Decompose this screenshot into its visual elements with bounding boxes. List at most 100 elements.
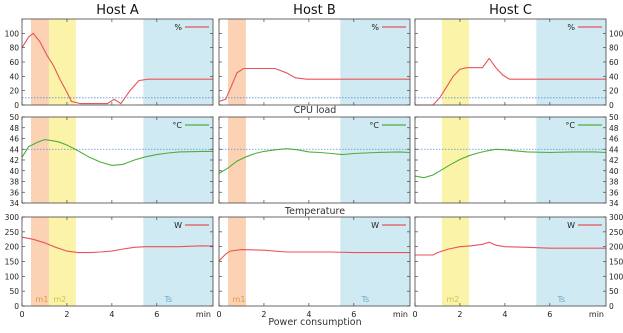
xtick-label-host-b-2: 2 [261,310,266,319]
ytick-label-left-temp-36: 36 [9,188,19,197]
ytick-label-left-power-200: 200 [5,243,20,252]
band-m2-host-c-cpu [441,19,469,105]
ytick-label-left-power-300: 300 [5,213,20,222]
host-title-host-c: Host C [489,3,532,18]
band-m2-host-a-temp [48,117,76,203]
series-line-host-c-power [415,241,606,256]
axis-ticks [21,19,606,307]
band-m1-host-b-temp [227,117,246,203]
xtick-label-host-c-0: 0 [412,310,417,319]
band-m2-host-a-power [48,217,76,306]
xtick-label-host-b-0: 0 [216,310,221,319]
xtick-label-host-b-4: 4 [306,310,311,319]
phase-label-ts-host-b: Ts [360,295,369,304]
ytick-label-left-cpu-80: 80 [9,44,19,53]
ytick-label-left-temp-40: 40 [9,167,19,176]
row-label-temperature: Temperature [284,206,345,217]
ytick-label-right-temp-44: 44 [609,145,619,154]
xtick-label-host-c-2: 2 [457,310,462,319]
ytick-label-left-temp-48: 48 [9,124,19,133]
series-line-host-a-power [21,236,214,254]
phase-label-m1-host-b: m1 [233,295,246,304]
ytick-label-left-power-0: 0 [14,302,19,311]
ytick-label-left-cpu-100: 100 [5,29,20,38]
legend-text-host-b-temp: °C [369,121,379,130]
legend-text-host-a-temp: °C [172,121,182,130]
series-lines [21,32,607,262]
threshold-lines [22,97,606,150]
series-line-host-b-temp [218,148,411,174]
phase-label-m1-host-a: m1 [36,295,49,304]
host-title-host-b: Host B [293,3,336,18]
band-ts-host-a-cpu [143,19,213,105]
band-m1-host-a-cpu [30,19,49,105]
ytick-label-right-cpu-80: 80 [609,44,619,53]
host-title-host-a: Host A [96,3,139,18]
ytick-label-right-temp-48: 48 [609,124,619,133]
band-ts-host-b-temp [340,117,410,203]
band-m1-host-b-power [227,217,246,306]
ytick-label-right-power-300: 300 [609,213,623,222]
legend-text-host-c-cpu: % [567,23,575,32]
ytick-label-left-temp-44: 44 [9,145,19,154]
x-unit-label-host-b: min [393,310,408,319]
legend-text-host-a-power: W [174,221,182,230]
ytick-label-right-temp-42: 42 [609,156,619,165]
series-line-host-b-power [218,249,410,262]
xtick-label-host-c-6: 6 [547,310,552,319]
xtick-label-host-a-2: 2 [64,310,69,319]
band-ts-host-c-temp [536,117,606,203]
ytick-label-right-temp-34: 34 [609,199,619,208]
series-line-host-c-cpu [415,57,606,106]
xtick-label-host-c-4: 4 [502,310,507,319]
band-m2-host-a-cpu [48,19,76,105]
band-m1-host-a-temp [30,117,49,203]
ytick-label-right-temp-36: 36 [609,188,619,197]
phase-bands [30,19,606,306]
band-ts-host-c-power [536,217,606,306]
row-label-cpu-load: CPU load [294,105,337,116]
x-unit-label-host-a: min [196,310,211,319]
ytick-label-left-cpu-20: 20 [9,87,19,96]
ytick-label-right-cpu-0: 0 [609,101,614,110]
band-m2-host-c-power [441,217,469,306]
row-label-power-consumption: Power consumption [268,317,361,328]
band-m2-host-c-temp [441,117,469,203]
ytick-label-right-power-50: 50 [609,287,619,296]
series-line-host-b-cpu [218,67,410,102]
phase-label-ts-host-c: Ts [556,295,565,304]
legend-text-host-b-cpu: % [371,23,379,32]
ytick-label-left-power-100: 100 [5,272,20,281]
band-ts-host-c-cpu [536,19,606,105]
series-line-host-c-temp [414,148,607,179]
ytick-label-left-temp-50: 50 [9,113,19,122]
ytick-label-right-temp-46: 46 [609,135,619,144]
ytick-label-left-temp-38: 38 [9,178,19,187]
ytick-label-left-power-150: 150 [5,258,20,267]
x-unit-label-host-c: min [589,310,604,319]
xtick-label-host-a-6: 6 [154,310,159,319]
ytick-label-right-cpu-60: 60 [609,58,619,67]
ytick-label-right-power-100: 100 [609,272,623,281]
series-line-host-a-temp [21,139,213,166]
band-ts-host-a-temp [143,117,213,203]
ytick-label-right-temp-38: 38 [609,178,619,187]
xtick-label-host-a-0: 0 [19,310,24,319]
phase-label-ts-host-a: Ts [163,295,172,304]
band-ts-host-a-power [143,217,213,306]
ytick-label-right-temp-40: 40 [609,167,619,176]
legend-text-host-b-power: W [371,221,379,230]
ytick-label-right-power-0: 0 [609,302,614,311]
band-ts-host-b-power [340,217,410,306]
band-m1-host-b-cpu [227,19,246,105]
ytick-label-left-temp-34: 34 [9,199,19,208]
band-m1-host-a-power [30,217,49,306]
legend-text-host-c-temp: °C [565,121,575,130]
legend-text-host-a-cpu: % [174,23,182,32]
ytick-label-left-temp-42: 42 [9,156,19,165]
xtick-label-host-a-4: 4 [109,310,114,319]
legend-text-host-c-power: W [567,221,575,230]
series-line-host-a-cpu [21,32,213,105]
panel-frames [21,18,607,307]
